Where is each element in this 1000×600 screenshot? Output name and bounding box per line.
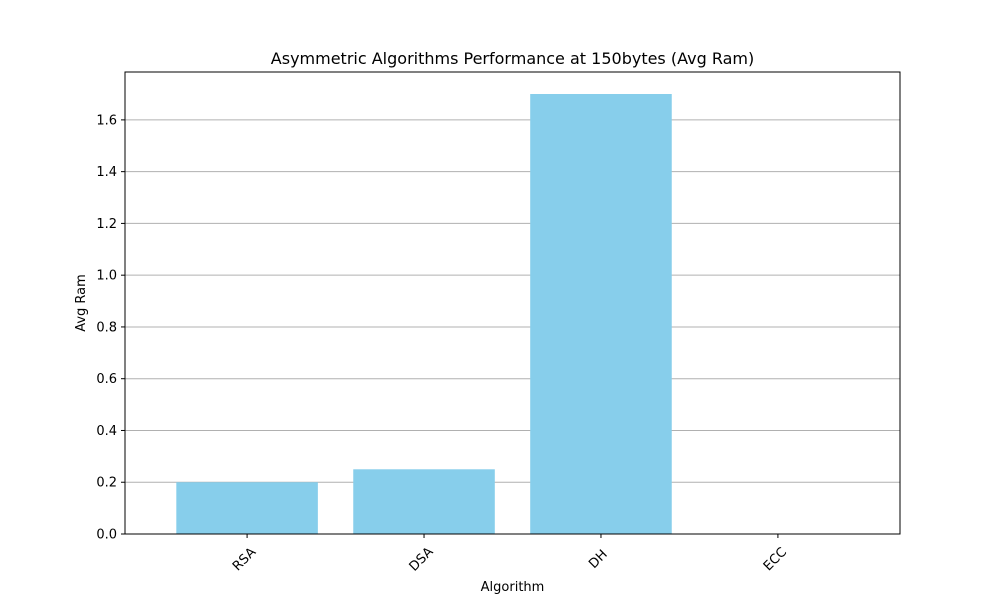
bars [176,94,672,534]
y-tick-label: 0.8 [96,320,117,335]
y-tick-label: 0.0 [96,528,117,543]
y-tick-label: 1.4 [96,165,117,180]
y-tick-label: 1.6 [96,113,117,128]
y-tick-label: 0.6 [96,372,117,387]
y-axis-label: Avg Ram [74,274,89,332]
y-tick-label: 1.0 [96,269,117,284]
y-tick-label: 0.2 [96,476,117,491]
x-axis-label: Algorithm [481,580,545,595]
y-tick-label: 0.4 [96,424,117,439]
bar-dh [530,94,672,534]
chart-title: Asymmetric Algorithms Performance at 150… [271,49,754,68]
y-axis-ticks: 0.0 0.2 0.4 0.6 0.8 1.0 1.2 1.4 1.6 [96,113,125,543]
bar-dsa [353,469,495,534]
y-tick-label: 1.2 [96,217,117,232]
plot-frame [124,71,901,535]
bar-rsa [176,482,318,534]
